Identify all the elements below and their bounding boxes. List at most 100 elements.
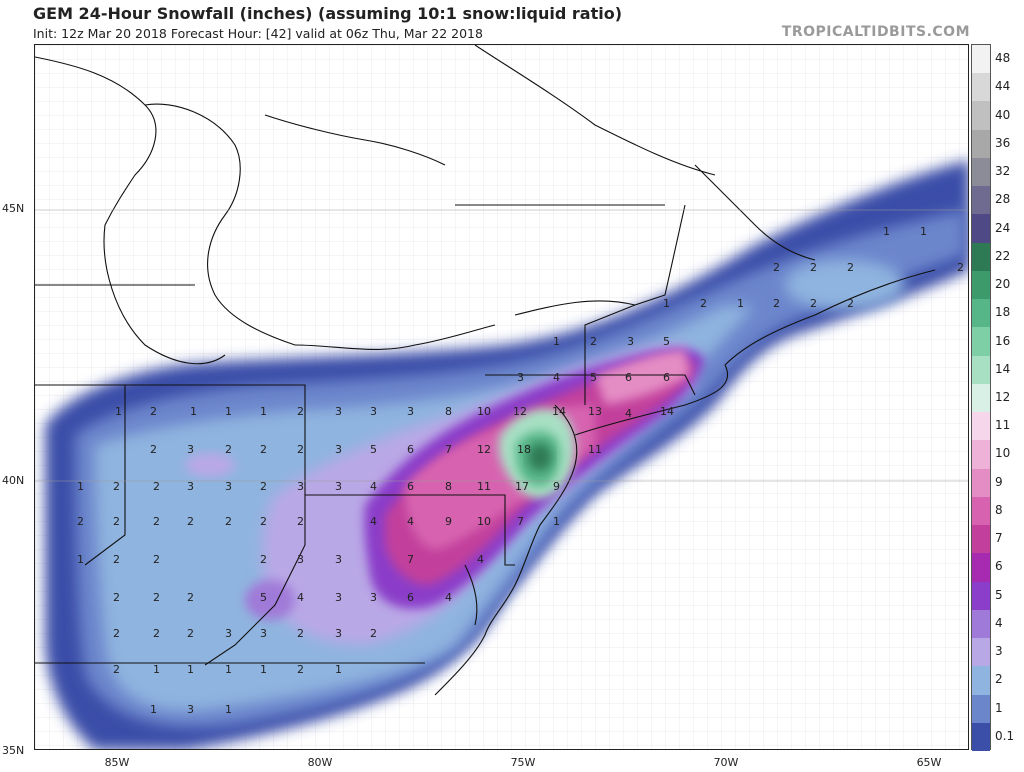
colorbar-tick-label: 6 — [995, 559, 1003, 574]
contour-label: 4 — [370, 515, 377, 528]
colorbar-segment — [972, 270, 990, 300]
colorbar-tick-label: 44 — [995, 79, 1011, 94]
contour-label: 2 — [153, 515, 160, 528]
contour-label: 2 — [260, 553, 267, 566]
contour-label: 2 — [225, 515, 232, 528]
contour-label: 1 — [260, 405, 267, 418]
contour-label: 7 — [407, 553, 414, 566]
contour-label: 2 — [153, 627, 160, 640]
colorbar-tick-label: 40 — [995, 107, 1011, 122]
contour-label: 5 — [663, 335, 670, 348]
contour-label: 2 — [297, 663, 304, 676]
contour-label: 5 — [590, 371, 597, 384]
contour-label: 2 — [260, 480, 267, 493]
lon-label-85w: 85W — [104, 756, 130, 769]
contour-label: 1 — [190, 405, 197, 418]
contour-label: 1 — [115, 405, 122, 418]
map-subtitle: Init: 12z Mar 20 2018 Forecast Hour: [42… — [33, 26, 483, 41]
contour-label: 3 — [407, 405, 414, 418]
contour-label: 2 — [187, 591, 194, 604]
contour-label: 2 — [700, 297, 707, 310]
contour-label: 2 — [297, 443, 304, 456]
colorbar-segment — [972, 383, 990, 413]
map-canvas: 1 2 1 1 1 2 3 3 3 8 10 12 14 13 14 2 3 2… — [35, 45, 968, 749]
colorbar-tick-label: 2 — [995, 672, 1003, 687]
contour-label: 1 — [153, 663, 160, 676]
colorbar-segment — [972, 553, 990, 583]
contour-label: 2 — [810, 297, 817, 310]
contour-label: 4 — [553, 371, 560, 384]
contour-label: 1 — [225, 405, 232, 418]
colorbar-segment — [972, 638, 990, 667]
contour-label: 1 — [260, 663, 267, 676]
contour-label: 10 — [477, 405, 491, 418]
contour-label: 6 — [663, 371, 670, 384]
contour-label: 2 — [297, 627, 304, 640]
colorbar-segment — [972, 525, 990, 554]
contour-label: 1 — [187, 663, 194, 676]
contour-label: 4 — [370, 480, 377, 493]
contour-label: 3 — [370, 591, 377, 604]
colorbar-segment — [972, 186, 990, 215]
contour-label: 3 — [187, 703, 194, 716]
contour-label: 8 — [445, 405, 452, 418]
colorbar-segment — [972, 412, 990, 441]
contour-label: 1 — [920, 225, 927, 238]
contour-label: 3 — [187, 443, 194, 456]
brand-watermark: TROPICALTIDBITS.COM — [781, 24, 970, 40]
colorbar-tick-label: 48 — [995, 51, 1011, 66]
contour-label: 11 — [477, 480, 491, 493]
colorbar-tick-label: 10 — [995, 446, 1011, 461]
contour-label: 14 — [660, 405, 674, 418]
contour-label: 2 — [370, 627, 377, 640]
contour-label: 3 — [335, 405, 342, 418]
contour-label: 1 — [883, 225, 890, 238]
colorbar-tick-label: 5 — [995, 587, 1003, 602]
contour-label: 7 — [517, 515, 524, 528]
lon-label-70w: 70W — [713, 756, 739, 769]
contour-label: 1 — [553, 335, 560, 348]
contour-label: 2 — [773, 297, 780, 310]
colorbar-tick-label: 9 — [995, 474, 1003, 489]
contour-label: 11 — [588, 443, 602, 456]
contour-label: 3 — [335, 627, 342, 640]
lon-label-75w: 75W — [510, 756, 536, 769]
colorbar-segment — [972, 694, 990, 724]
contour-label: 12 — [477, 443, 491, 456]
contour-label: 1 — [335, 663, 342, 676]
contour-label: 2 — [297, 515, 304, 528]
contour-label: 9 — [445, 515, 452, 528]
colorbar-tick-label: 36 — [995, 135, 1011, 150]
colorbar-segment — [972, 609, 990, 639]
contour-label: 2 — [957, 261, 964, 274]
contour-label: 1 — [77, 480, 84, 493]
contour-label: 2 — [773, 261, 780, 274]
contour-label: 3 — [297, 480, 304, 493]
contour-label: 14 — [552, 405, 566, 418]
contour-label: 7 — [445, 443, 452, 456]
lat-label-40n: 40N — [2, 474, 25, 487]
contour-label: 2 — [113, 480, 120, 493]
contour-label: 1 — [553, 515, 560, 528]
contour-label: 6 — [407, 591, 414, 604]
colorbar-segment — [972, 722, 990, 752]
colorbar-segment — [972, 496, 990, 526]
contour-label: 2 — [810, 261, 817, 274]
colorbar-segment — [972, 327, 990, 357]
lat-label-35n: 35N — [2, 744, 25, 757]
contour-label: 2 — [187, 627, 194, 640]
contour-label: 13 — [588, 405, 602, 418]
colorbar-segment — [972, 101, 990, 131]
colorbar-segment — [972, 157, 990, 187]
lon-label-80w: 80W — [307, 756, 333, 769]
contour-label: 1 — [225, 703, 232, 716]
contour-label: 2 — [225, 443, 232, 456]
colorbar-segment — [972, 355, 990, 385]
colorbar-tick-label: 24 — [995, 220, 1011, 235]
contour-label: 1 — [150, 703, 157, 716]
contour-label: 2 — [260, 443, 267, 456]
contour-label: 8 — [445, 480, 452, 493]
colorbar-tick-label: 7 — [995, 531, 1003, 546]
contour-label: 1 — [737, 297, 744, 310]
colorbar-tick-label: 32 — [995, 164, 1011, 179]
